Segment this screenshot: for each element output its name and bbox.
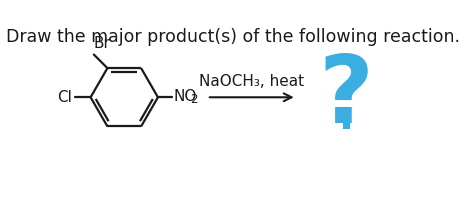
Text: ?: ?	[319, 51, 374, 143]
FancyBboxPatch shape	[343, 123, 349, 129]
Text: Draw the major product(s) of the following reaction.: Draw the major product(s) of the followi…	[7, 27, 460, 46]
Text: NO: NO	[173, 89, 197, 104]
Text: 2: 2	[190, 93, 198, 106]
Text: NaOCH₃, heat: NaOCH₃, heat	[199, 74, 304, 89]
Text: Br: Br	[93, 36, 110, 51]
Text: Cl: Cl	[57, 90, 72, 105]
